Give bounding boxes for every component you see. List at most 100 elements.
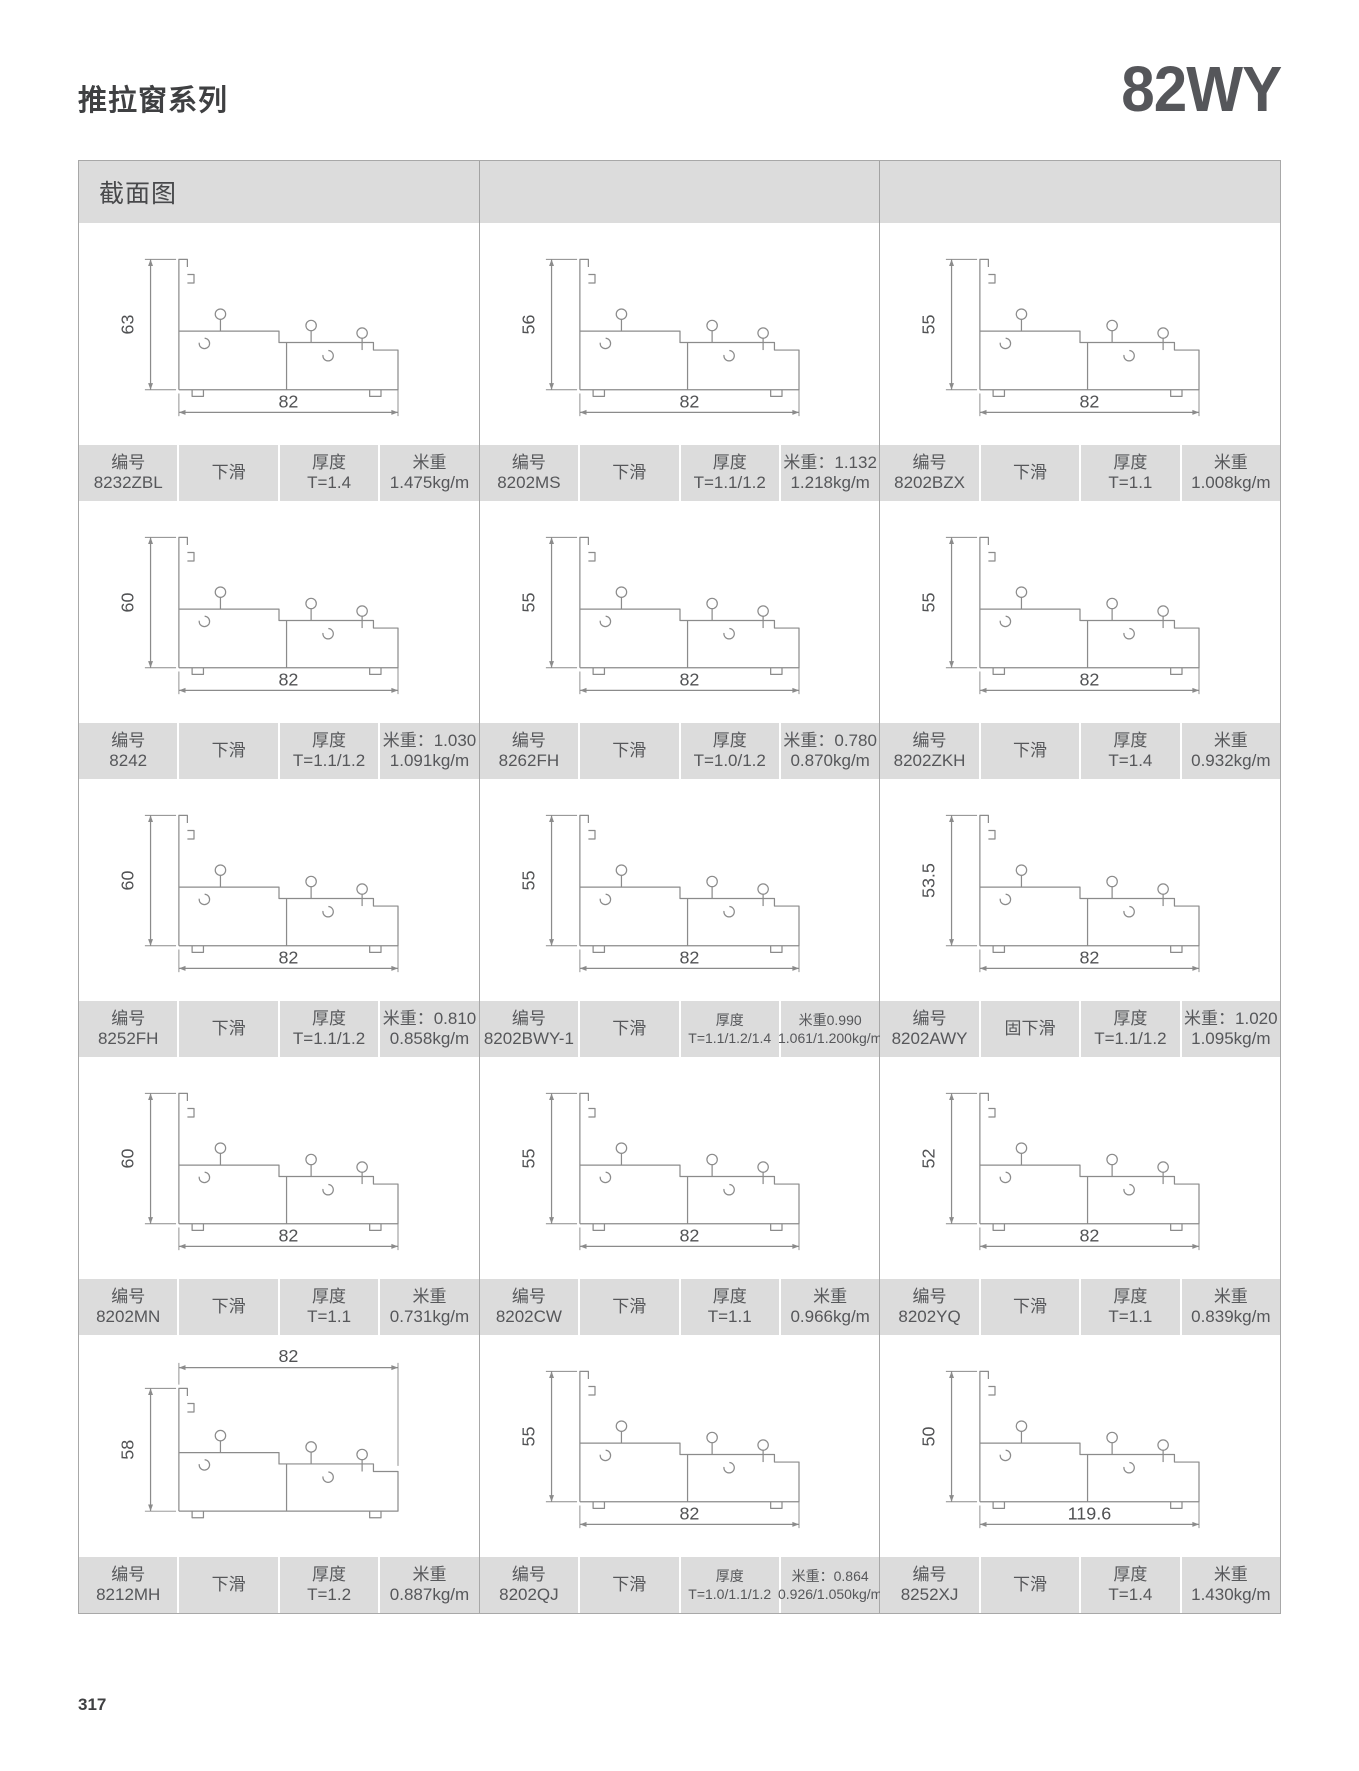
table-header-col-1: 截面图 [79,161,480,223]
code-value: 8202QJ [499,1585,559,1604]
height-dimension: 60 [117,593,137,613]
spec-row: 编号 8202CW 下滑 厚度 T=1.1 米重 0.966kg/m [479,1279,880,1335]
weight-line1: 米重 [412,453,447,472]
page-number: 317 [78,1695,107,1714]
spec-row: 编号 8202MN 下滑 厚度 T=1.1 米重 0.731kg/m [79,1279,479,1335]
grid-row: 60 82 编号 8242 下滑 厚度 T=1.1/1.2 米重：1.030 1.… [79,501,1281,779]
spec-slide-cell: 下滑 [179,1279,278,1335]
cross-section-diagram: 55 82 [919,258,1200,417]
cross-section-diagram: 55 82 [518,814,800,973]
code-label: 编号 [111,731,146,750]
slide-type: 下滑 [211,463,246,482]
profile-drawing: 55 82 [479,501,880,723]
thickness-label: 厚度 [715,1012,744,1028]
weight-line2: 0.887kg/m [389,1585,470,1604]
series-model-code: 82WY [1120,53,1282,125]
weight-line2: 0.926/1.050kg/m [778,1586,883,1602]
thickness-label: 厚度 [312,453,347,472]
height-dimension: 55 [518,1149,538,1169]
code-value: 8202MN [96,1307,161,1326]
width-dimension: 82 [679,670,699,690]
thickness-value: T=1.4 [307,473,352,492]
code-value: 8202BZX [894,473,965,492]
spec-row: 编号 8202YQ 下滑 厚度 T=1.1 米重 0.839kg/m [880,1279,1281,1335]
spec-row: 编号 8242 下滑 厚度 T=1.1/1.2 米重：1.030 1.091kg… [79,723,479,779]
thickness-value: T=1.4 [1108,751,1153,770]
grid-row: 63 82 编号 8232ZBL 下滑 厚度 T=1.4 米重 1.475kg/m… [79,223,1281,501]
profile-cell: 55 82 编号 8262FH 下滑 厚度 T=1.0/1.2 米重：0.780 … [479,501,881,779]
thickness-value: T=1.4 [1108,1585,1153,1604]
profile-cell: 56 82 编号 8202MS 下滑 厚度 T=1.1/1.2 米重：1.132 … [479,223,881,501]
spec-thickness-cell: 厚度 T=1.1 [1081,445,1180,501]
profile-drawing: 63 82 [79,223,479,445]
weight-line2: 0.731kg/m [389,1307,470,1326]
profile-drawing: 55 82 [479,1057,880,1279]
code-value: 8252FH [97,1029,159,1048]
cross-section-diagram: 55 82 [518,1370,800,1529]
thickness-value: T=1.1/1.2 [693,473,766,492]
thickness-label: 厚度 [1113,1565,1148,1584]
thickness-label: 厚度 [312,731,347,750]
spec-row: 编号 8212MH 下滑 厚度 T=1.2 米重 0.887kg/m [79,1557,479,1613]
weight-line2: 1.091kg/m [389,751,470,770]
thickness-value: T=1.1/1.2 [292,1029,366,1048]
cross-section-diagram: 53.5 82 [919,814,1200,973]
spec-weight-cell: 米重 1.430kg/m [1181,1557,1281,1613]
profile-cell: 52 82 编号 8202YQ 下滑 厚度 T=1.1 米重 0.839kg/m [880,1057,1281,1335]
spec-code-cell: 编号 8212MH [79,1557,178,1613]
thickness-label: 厚度 [1113,1009,1148,1028]
spec-code-cell: 编号 8202MN [79,1279,178,1335]
weight-line2: 0.870kg/m [790,751,870,770]
weight-line2: 1.430kg/m [1191,1585,1271,1604]
code-label: 编号 [111,1009,146,1028]
spec-slide-cell: 下滑 [580,723,679,779]
grid-row: 58 82 编号 8212MH 下滑 厚度 T=1.2 米重 0.887kg/m … [79,1335,1281,1613]
weight-line1: 米重 [412,1287,447,1306]
profile-cell: 60 82 编号 8242 下滑 厚度 T=1.1/1.2 米重：1.030 1.… [79,501,480,779]
spec-code-cell: 编号 8202BWY-1 [479,1001,579,1057]
thickness-label: 厚度 [712,1287,747,1306]
width-dimension: 82 [278,1346,298,1366]
weight-line1: 米重：0.780 [783,731,877,750]
code-label: 编号 [912,453,947,472]
profile-drawing: 52 82 [880,1057,1281,1279]
code-label: 编号 [511,731,546,750]
weight-line1: 米重0.990 [798,1012,862,1028]
cross-section-diagram: 60 82 [117,814,399,973]
code-label: 编号 [912,1565,947,1584]
thickness-label: 厚度 [1113,453,1148,472]
width-dimension: 82 [1080,670,1100,690]
slide-type: 下滑 [211,1297,246,1316]
height-dimension: 55 [518,871,538,891]
profile-cell: 55 82 编号 8202BWY-1 下滑 厚度 T=1.1/1.2/1.4 米重… [479,779,882,1057]
spec-slide-cell: 下滑 [179,1557,278,1613]
thickness-label: 厚度 [712,731,747,750]
spec-slide-cell: 下滑 [980,1557,1080,1613]
profile-drawing: 58 82 [79,1335,479,1557]
profile-drawing: 53.5 82 [880,779,1281,1001]
thickness-label: 厚度 [712,453,747,472]
spec-code-cell: 编号 8202BZX [880,445,979,501]
spec-row: 编号 8202BWY-1 下滑 厚度 T=1.1/1.2/1.4 米重0.990… [479,1001,882,1057]
slide-type: 下滑 [1012,1575,1047,1594]
spec-row: 编号 8202ZKH 下滑 厚度 T=1.4 米重 0.932kg/m [880,723,1281,779]
thickness-label: 厚度 [312,1009,347,1028]
grid-row: 60 82 编号 8252FH 下滑 厚度 T=1.1/1.2 米重：0.810 … [79,779,1281,1057]
spec-slide-cell: 下滑 [980,445,1080,501]
weight-line1: 米重：0.810 [382,1009,477,1028]
height-dimension: 55 [919,593,939,613]
thickness-value: T=1.1 [707,1307,752,1326]
weight-line1: 米重 [1213,1565,1248,1584]
grid-row: 60 82 编号 8202MN 下滑 厚度 T=1.1 米重 0.731kg/m … [79,1057,1281,1335]
profile-cell: 55 82 编号 8202ZKH 下滑 厚度 T=1.4 米重 0.932kg/m [880,501,1281,779]
spec-slide-cell: 下滑 [179,723,278,779]
spec-weight-cell: 米重 0.839kg/m [1181,1279,1281,1335]
spec-weight-cell: 米重：1.030 1.091kg/m [380,723,479,779]
spec-weight-cell: 米重 0.966kg/m [780,1279,880,1335]
width-dimension: 82 [278,1226,298,1246]
code-value: 8252XJ [900,1585,959,1604]
profile-cell: 60 82 编号 8202MN 下滑 厚度 T=1.1 米重 0.731kg/m [79,1057,480,1335]
cross-section-diagram: 58 82 [117,1346,399,1519]
spec-row: 编号 8232ZBL 下滑 厚度 T=1.4 米重 1.475kg/m [79,445,479,501]
